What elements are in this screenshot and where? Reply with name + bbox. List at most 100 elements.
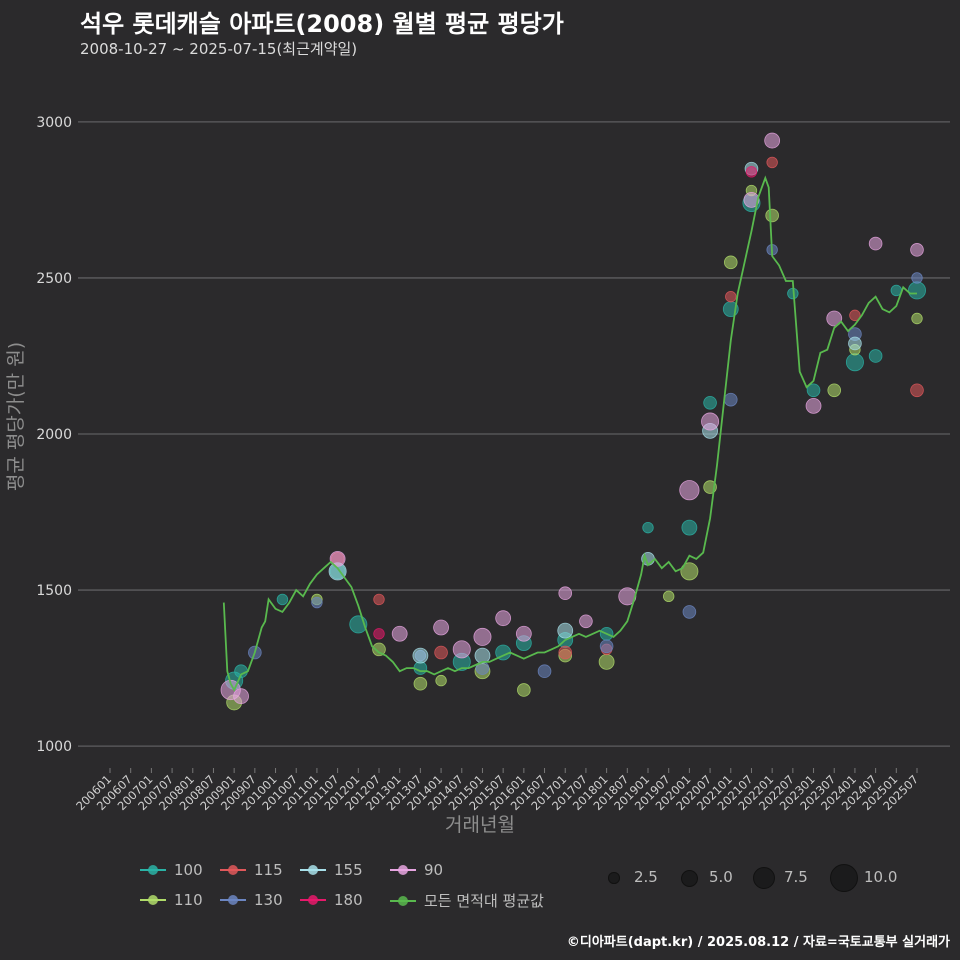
scatter-point-100	[908, 281, 927, 300]
legend-item-110: 110	[140, 890, 203, 910]
scatter-point-90	[329, 550, 346, 567]
scatter-point-130	[723, 392, 738, 407]
scatter-point-155	[557, 622, 574, 639]
legend-label: 모든 면적대 평균값	[424, 892, 544, 910]
scatter-point-100	[642, 521, 654, 534]
y-tick-label: 3000	[36, 115, 72, 131]
scatter-point-115	[373, 593, 385, 606]
scatter-point-100	[806, 383, 821, 398]
legend-item-100: 100	[140, 860, 203, 880]
scatter-point-155	[848, 336, 862, 351]
scatter-point-90	[515, 625, 532, 642]
legend-label: 115	[254, 861, 283, 879]
legend-key	[220, 860, 246, 880]
legend-key	[300, 860, 326, 880]
scatter-point-100	[845, 353, 864, 372]
size-legend-item: 10.0	[830, 864, 897, 892]
scatter-point-90	[495, 610, 512, 627]
legend-key	[300, 890, 326, 910]
size-legend-label: 5.0	[709, 868, 733, 886]
scatter-point-110	[680, 562, 699, 581]
scatter-point-90	[473, 627, 492, 646]
y-tick-label: 1500	[36, 583, 72, 599]
legend-label: 90	[424, 861, 444, 879]
scatter-point-115	[725, 290, 737, 303]
scatter-point-90	[701, 412, 720, 431]
scatter-point-130	[311, 596, 323, 609]
scatter-point-115	[849, 309, 861, 322]
legend-key	[140, 860, 166, 880]
legend-item-90: 90	[390, 860, 443, 880]
scatter-point-155	[474, 647, 491, 664]
size-legend-key	[750, 864, 776, 890]
size-legend-label: 2.5	[634, 868, 658, 886]
legend-item-모든 면적대 평균값: 모든 면적대 평균값	[390, 890, 544, 911]
scatter-point-130	[599, 639, 614, 654]
size-legend-item: 5.0	[675, 864, 733, 890]
legend-key	[220, 890, 246, 910]
scatter-point-115	[910, 383, 924, 398]
scatter-point-90	[679, 480, 700, 501]
y-tick-label: 2000	[36, 427, 72, 443]
scatter-point-90	[826, 310, 843, 327]
scatter-point-130	[911, 272, 923, 284]
scatter-point-90	[805, 398, 822, 414]
legend-item-130: 130	[220, 890, 283, 910]
scatter-point-110	[372, 642, 386, 657]
chart-subtitle: 2008-10-27 ~ 2025-07-15(최근계약일)	[80, 40, 358, 58]
scatter-point-155	[412, 647, 429, 664]
scatter-point-110	[911, 312, 923, 325]
scatter-point-110	[413, 676, 428, 691]
scatter-point-100	[681, 519, 698, 536]
legend-label: 100	[174, 861, 203, 879]
scatter-point-90	[452, 640, 471, 659]
y-axis-label: 평균 평당가(만 원)	[5, 341, 28, 492]
scatter-point-115	[434, 645, 448, 660]
average-line	[222, 175, 917, 693]
scatter-point-180	[745, 166, 758, 178]
size-legend-label: 7.5	[784, 868, 808, 886]
scatter-point-100	[868, 349, 883, 363]
scatter-point-130	[682, 605, 697, 619]
scatter-point-90	[910, 243, 924, 257]
x-axis-label: 거래년월	[445, 814, 515, 836]
scatter-point-90	[391, 625, 408, 642]
scatter-point-110	[517, 683, 531, 697]
scatter-point-90	[233, 688, 249, 705]
legend-key	[390, 891, 416, 911]
scatter-point-110	[435, 674, 447, 687]
scatter-point-110	[827, 383, 842, 398]
scatter-point-90	[433, 619, 449, 636]
scatter-point-90	[579, 614, 593, 629]
scatter-point-90	[764, 132, 781, 149]
y-tick-label: 2500	[36, 271, 72, 287]
scatter-point-115	[558, 645, 573, 660]
scatter-point-110	[723, 255, 738, 270]
legend-item-180: 180	[300, 890, 363, 910]
scatter-point-110	[765, 208, 779, 223]
size-legend-key	[675, 864, 701, 890]
size-legend-key	[830, 864, 858, 892]
legend-item-115: 115	[220, 860, 283, 880]
scatter-point-100	[703, 395, 717, 410]
source-credit: ©디아파트(dapt.kr) / 2025.08.12 / 자료=국토교통부 실…	[566, 935, 950, 950]
scatter-point-100	[276, 593, 289, 606]
scatter-point-110	[598, 653, 615, 670]
scatter-point-180	[373, 628, 385, 640]
scatter-point-110	[662, 590, 675, 603]
size-legend-key	[600, 864, 626, 890]
size-legend-item: 7.5	[750, 864, 808, 890]
legend-item-155: 155	[300, 860, 363, 880]
legend-label: 155	[334, 861, 363, 879]
legend-label: 180	[334, 891, 363, 909]
legend-key	[140, 890, 166, 910]
legend: 100 115 155 90 110 130 180 모든 면적대 평균값 2.5 5.0 7.5…	[140, 860, 940, 930]
legend-label: 110	[174, 891, 203, 909]
scatter-point-90	[743, 191, 760, 208]
scatter-point-130	[537, 664, 552, 679]
legend-key	[390, 860, 416, 880]
legend-label: 130	[254, 891, 283, 909]
size-legend-item: 2.5	[600, 864, 658, 890]
scatter-point-115	[766, 156, 778, 169]
